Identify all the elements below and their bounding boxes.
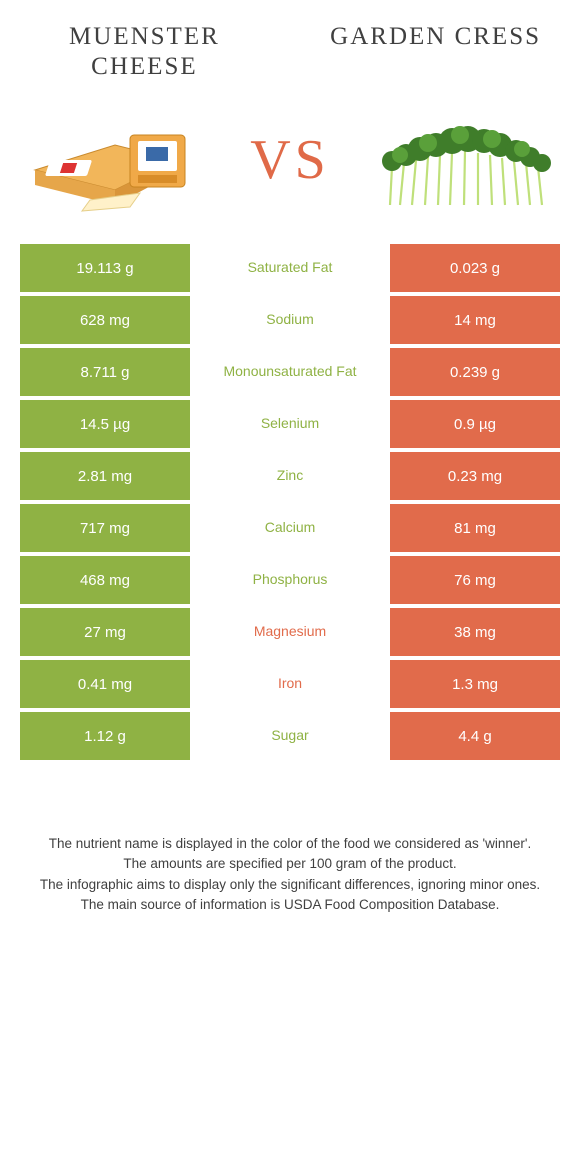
nutrient-right-value: 14 mg — [390, 296, 560, 344]
nutrient-right-value: 81 mg — [390, 504, 560, 552]
nutrient-right-value: 38 mg — [390, 608, 560, 656]
nutrient-label: Phosphorus — [190, 556, 390, 604]
footnote-line: The nutrient name is displayed in the co… — [30, 834, 550, 854]
nutrient-label: Zinc — [190, 452, 390, 500]
table-row: 27 mgMagnesium38 mg — [20, 608, 560, 656]
footnote-line: The amounts are specified per 100 gram o… — [30, 854, 550, 874]
nutrient-right-value: 0.239 g — [390, 348, 560, 396]
nutrient-left-value: 1.12 g — [20, 712, 190, 760]
food-left-image — [20, 100, 210, 220]
nutrient-left-value: 27 mg — [20, 608, 190, 656]
nutrient-left-value: 0.41 mg — [20, 660, 190, 708]
nutrient-label: Monounsaturated Fat — [190, 348, 390, 396]
nutrient-label: Iron — [190, 660, 390, 708]
nutrient-label: Sodium — [190, 296, 390, 344]
table-row: 2.81 mgZinc0.23 mg — [20, 452, 560, 500]
nutrient-left-value: 468 mg — [20, 556, 190, 604]
nutrient-left-value: 2.81 mg — [20, 452, 190, 500]
footnotes: The nutrient name is displayed in the co… — [0, 764, 580, 945]
table-row: 14.5 µgSelenium0.9 µg — [20, 400, 560, 448]
cheese-icon — [20, 105, 210, 215]
footnote-line: The main source of information is USDA F… — [30, 895, 550, 915]
garden-cress-icon — [370, 105, 560, 215]
nutrient-left-value: 19.113 g — [20, 244, 190, 292]
table-row: 19.113 gSaturated Fat0.023 g — [20, 244, 560, 292]
nutrient-label: Magnesium — [190, 608, 390, 656]
nutrient-label: Selenium — [190, 400, 390, 448]
nutrient-right-value: 4.4 g — [390, 712, 560, 760]
nutrient-right-value: 0.023 g — [390, 244, 560, 292]
nutrient-label: Sugar — [190, 712, 390, 760]
nutrient-table: 19.113 gSaturated Fat0.023 g628 mgSodium… — [20, 244, 560, 760]
vs-text: VS — [250, 128, 330, 192]
food-right-title: GARDEN CRESS — [321, 22, 550, 82]
food-right-image — [370, 100, 560, 220]
nutrient-right-value: 76 mg — [390, 556, 560, 604]
food-left-title: MUENSTER CHEESE — [30, 22, 259, 82]
table-row: 628 mgSodium14 mg — [20, 296, 560, 344]
nutrient-label: Calcium — [190, 504, 390, 552]
images-row: VS — [0, 90, 580, 244]
table-row: 468 mgPhosphorus76 mg — [20, 556, 560, 604]
table-row: 8.711 gMonounsaturated Fat0.239 g — [20, 348, 560, 396]
nutrient-left-value: 14.5 µg — [20, 400, 190, 448]
header: MUENSTER CHEESE GARDEN CRESS — [0, 0, 580, 90]
footnote-line: The infographic aims to display only the… — [30, 875, 550, 895]
comparison-infographic: MUENSTER CHEESE GARDEN CRESS VS — [0, 0, 580, 945]
nutrient-label: Saturated Fat — [190, 244, 390, 292]
table-row: 0.41 mgIron1.3 mg — [20, 660, 560, 708]
nutrient-left-value: 628 mg — [20, 296, 190, 344]
nutrient-left-value: 717 mg — [20, 504, 190, 552]
nutrient-left-value: 8.711 g — [20, 348, 190, 396]
table-row: 1.12 gSugar4.4 g — [20, 712, 560, 760]
nutrient-right-value: 0.23 mg — [390, 452, 560, 500]
table-row: 717 mgCalcium81 mg — [20, 504, 560, 552]
nutrient-right-value: 1.3 mg — [390, 660, 560, 708]
nutrient-right-value: 0.9 µg — [390, 400, 560, 448]
